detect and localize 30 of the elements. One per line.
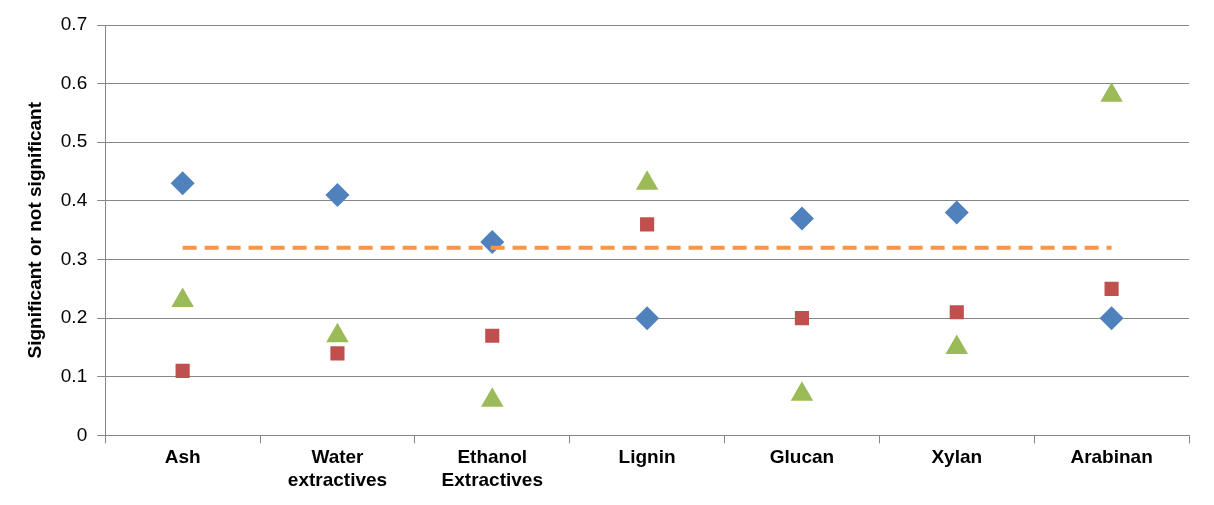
- y-tick-label: 0: [76, 423, 88, 445]
- point: [175, 363, 190, 378]
- point: [485, 328, 500, 343]
- point: [944, 200, 969, 225]
- y-tick-label: 0.1: [60, 365, 88, 387]
- point: [640, 217, 655, 232]
- point: [1099, 306, 1124, 331]
- point: [480, 229, 505, 254]
- x-tick-label: Glucan: [769, 446, 835, 468]
- point: [789, 206, 814, 231]
- x-tick-label: Arabinan: [1070, 446, 1153, 468]
- y-axis-title: Significant or not significant: [23, 101, 45, 359]
- point: [330, 346, 345, 361]
- point: [1104, 281, 1119, 296]
- x-tick-label: Water extractives: [287, 446, 388, 490]
- y-tick-label: 0.4: [60, 189, 88, 211]
- x-tick-label: Ash: [164, 446, 201, 468]
- y-tick-label: 0.2: [60, 306, 88, 328]
- point: [635, 306, 660, 331]
- y-tick-label: 0.6: [60, 71, 88, 93]
- x-tick-label: Lignin: [618, 446, 676, 468]
- point: [949, 305, 964, 320]
- point: [325, 183, 350, 208]
- y-tick-label: 0.5: [60, 130, 88, 152]
- x-tick-label: Ethanol Extractives: [441, 446, 543, 490]
- x-tick-label: Xylan: [931, 446, 983, 468]
- point: [170, 171, 195, 196]
- y-tick-label: 0.7: [60, 13, 88, 35]
- y-tick-label: 0.3: [60, 247, 88, 269]
- point: [794, 311, 809, 326]
